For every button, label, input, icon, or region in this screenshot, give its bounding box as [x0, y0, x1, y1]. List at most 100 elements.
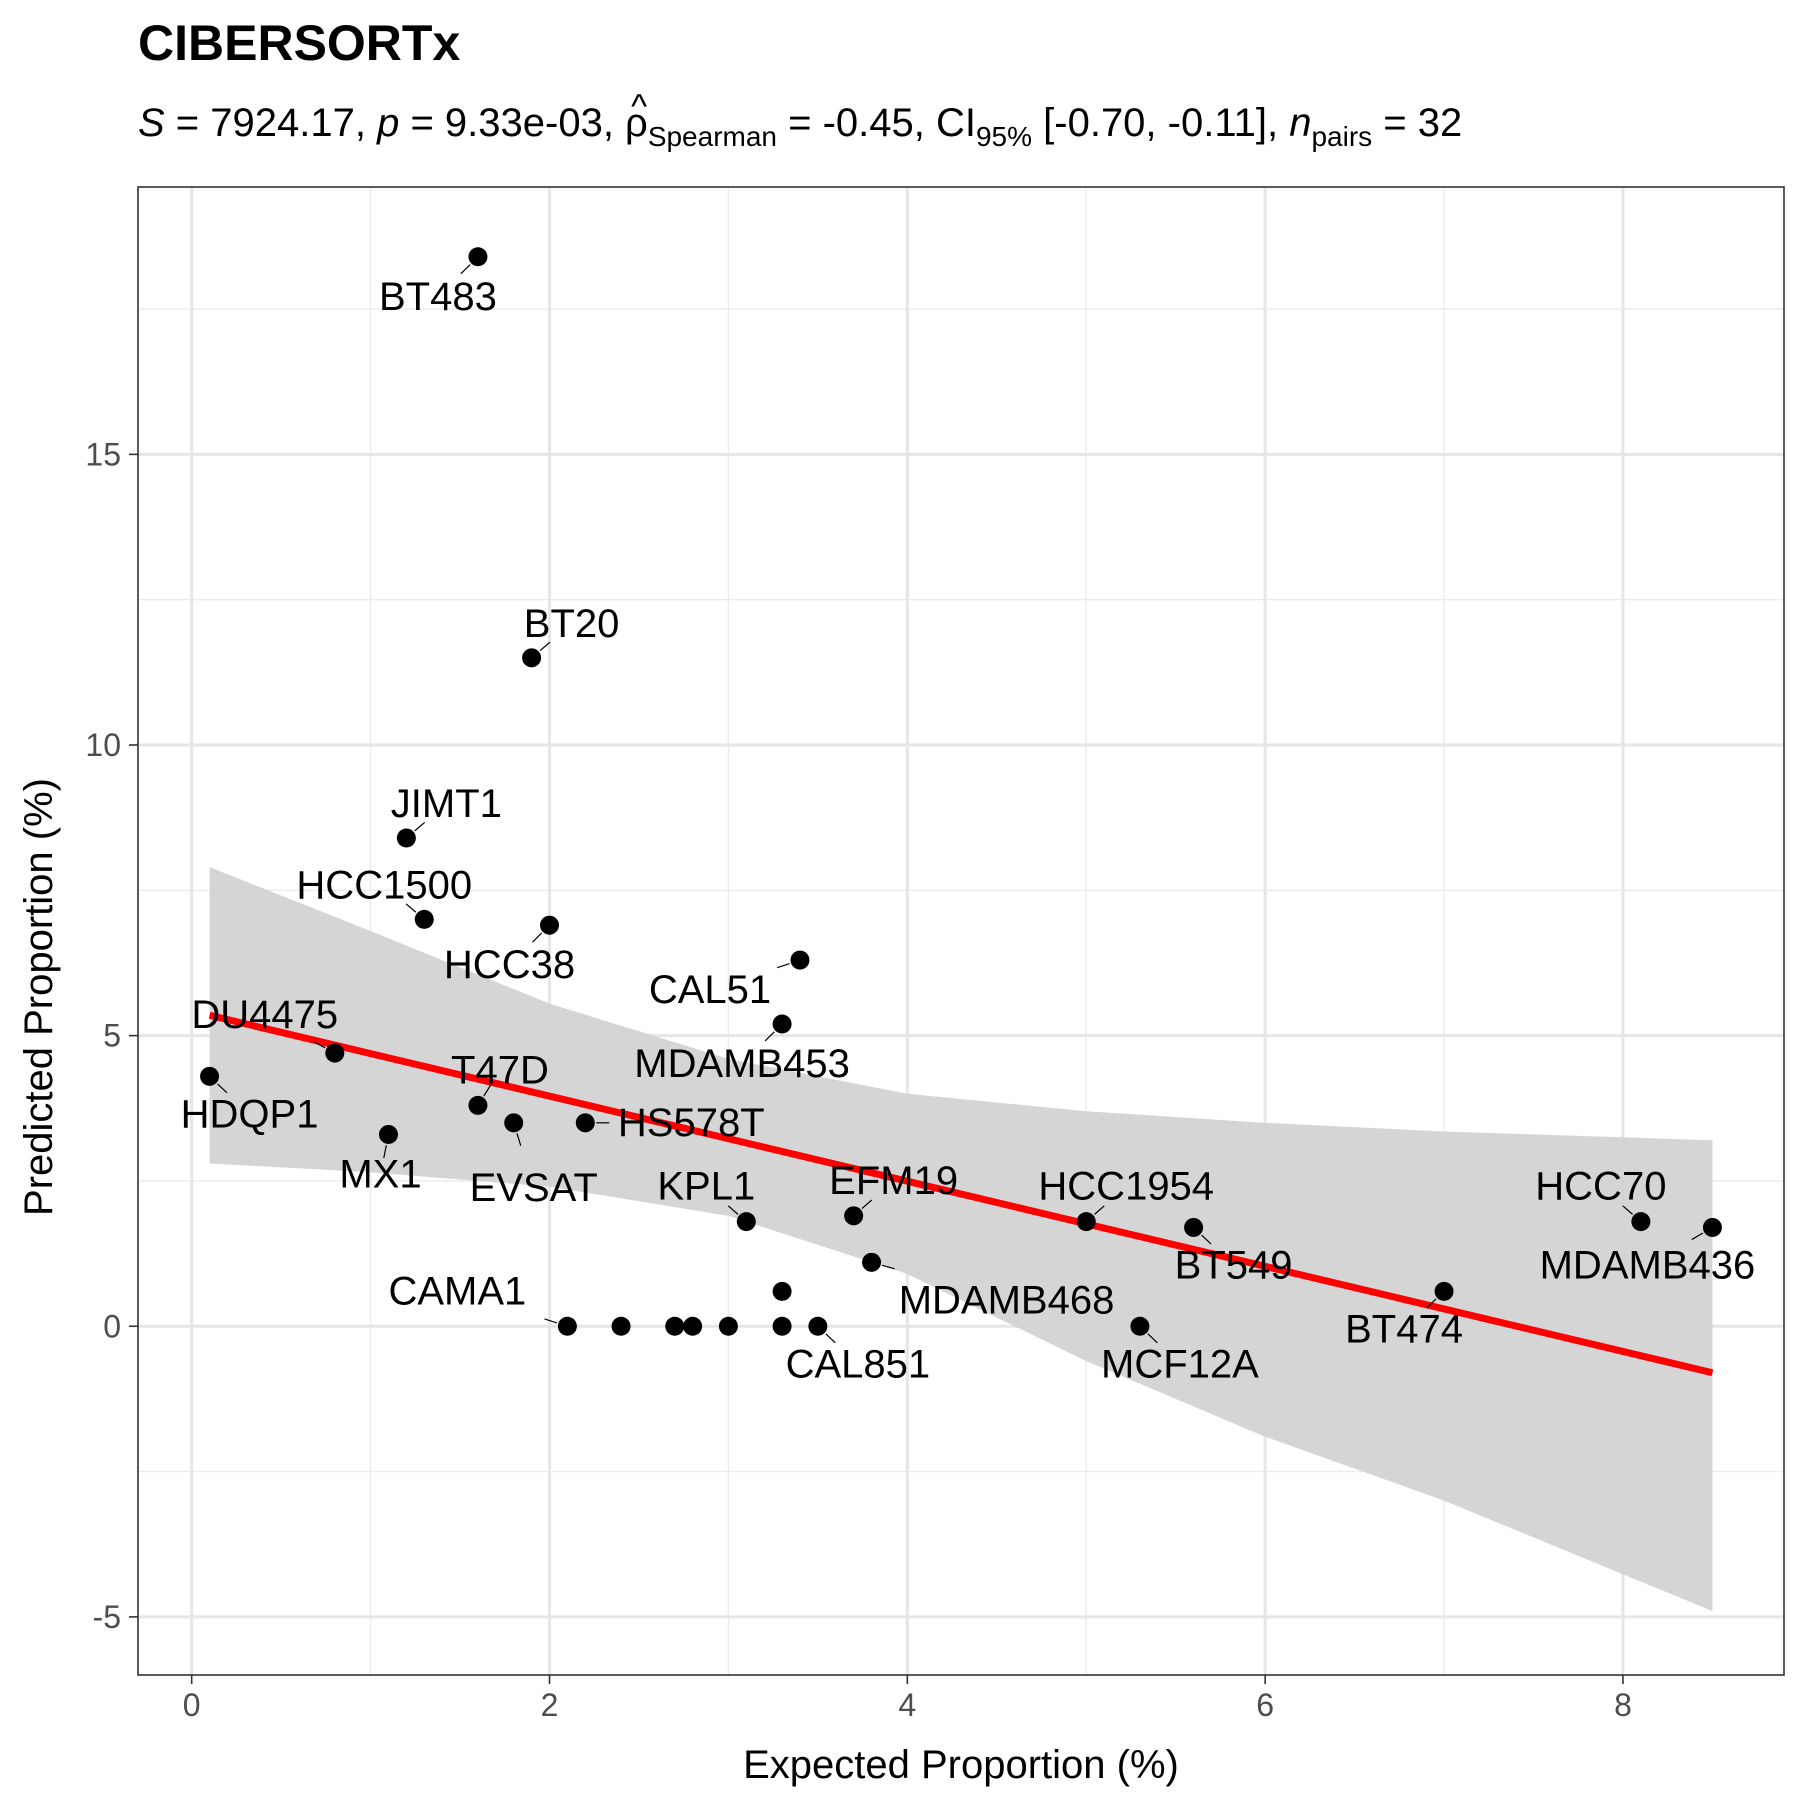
point-label: CAL51: [649, 968, 771, 1012]
point-label: HCC1954: [1038, 1165, 1214, 1209]
label-leader-line: [825, 1333, 836, 1344]
point-label: BT474: [1345, 1307, 1463, 1351]
point-label: CAL851: [786, 1342, 931, 1386]
point-label: BT20: [524, 602, 620, 646]
label-leader-line: [313, 1041, 326, 1049]
data-point: [1184, 1217, 1204, 1237]
point-label: MDAMB436: [1540, 1243, 1756, 1287]
label-leader-line: [1147, 1333, 1158, 1344]
axes: 0 2 4 6 8 -5 0 5 10 15: [85, 436, 1631, 1723]
subtitle-rho-symbol: ρ: [625, 101, 648, 145]
point-label: MDAMB468: [899, 1278, 1115, 1322]
data-point: [1130, 1316, 1150, 1336]
data-point: [575, 1113, 595, 1133]
x-tick-label: 6: [1256, 1687, 1274, 1723]
label-leaders: [217, 264, 1704, 1344]
data-point: [844, 1206, 864, 1226]
data-point: [468, 1095, 488, 1115]
label-leader-line: [1201, 1234, 1212, 1245]
data-point: [862, 1252, 882, 1272]
data-point: [540, 915, 559, 935]
point-label: HS578T: [618, 1101, 765, 1145]
data-point: [790, 950, 810, 970]
data-point: [1702, 1217, 1722, 1237]
subtitle-rho-hat: ^: [631, 88, 647, 126]
subtitle-p-value: = 9.33e-03,: [399, 101, 625, 145]
data-point: [200, 1066, 220, 1086]
label-leader-line: [460, 264, 471, 275]
y-tick-label: 15: [85, 436, 121, 472]
subtitle-s-symbol: S: [138, 101, 165, 145]
data-point: [718, 1316, 738, 1336]
label-leader-line: [1622, 1205, 1633, 1215]
data-point: [665, 1316, 685, 1336]
subtitle-rho-subscript: Spearman: [648, 121, 777, 152]
point-label: CAMA1: [388, 1269, 526, 1313]
x-tick-label: 2: [541, 1687, 559, 1723]
label-leader-line: [861, 1199, 873, 1210]
point-label: EVSAT: [470, 1166, 598, 1210]
subtitle-n-subscript: pairs: [1311, 121, 1372, 152]
label-leader-line: [544, 1318, 558, 1324]
y-tick-label: 10: [85, 727, 121, 763]
label-leader-line: [1426, 1298, 1437, 1309]
point-label: MDAMB453: [634, 1042, 850, 1086]
data-point: [1434, 1281, 1454, 1301]
subtitle-ci-value: [-0.70, -0.11],: [1032, 101, 1289, 145]
panel-border: [137, 186, 1785, 1676]
data-point: [325, 1043, 345, 1063]
data-point: [468, 247, 488, 267]
chart-title: CIBERSORTx: [138, 15, 460, 71]
point-label: MX1: [339, 1152, 421, 1196]
subtitle-n-value: = 32: [1372, 101, 1462, 145]
subtitle-rho-value: = -0.45,: [777, 101, 936, 145]
point-label: HCC38: [444, 943, 575, 987]
data-point: [736, 1212, 756, 1232]
label-leader-line: [405, 903, 417, 913]
data-point: [1076, 1212, 1096, 1232]
data-point: [1631, 1212, 1651, 1232]
subtitle-n-symbol: n: [1289, 101, 1311, 145]
chart-subtitle: S = 7924.17, p = 9.33e-03, ^ρSpearman = …: [138, 88, 1462, 152]
points: [200, 247, 1722, 1336]
regression-line: [208, 1011, 1714, 1377]
point-label: KPL1: [657, 1165, 755, 1209]
data-point: [772, 1316, 792, 1336]
subtitle-p-symbol: p: [376, 101, 399, 145]
confidence-band-layer: [209, 867, 1713, 1612]
label-leader-line: [777, 962, 790, 969]
data-point: [772, 1281, 792, 1301]
point-labels: BT483 BT20 JIMT1 HCC1500 HCC38 CAL51 MDAMB453 D…: [181, 275, 1756, 1387]
data-point: [772, 1014, 792, 1034]
point-label: HDQP1: [181, 1092, 319, 1136]
label-leader-line: [539, 641, 551, 652]
point-label: BT549: [1175, 1243, 1293, 1287]
point-label: T47D: [451, 1048, 549, 1092]
point-label: DU4475: [191, 993, 338, 1037]
data-point: [808, 1316, 828, 1336]
point-label: MCF12A: [1101, 1342, 1259, 1386]
data-point: [522, 648, 542, 668]
data-point: [611, 1316, 631, 1336]
label-leader-line: [217, 1083, 228, 1094]
y-axis-title: Predicted Proportion (%): [17, 778, 61, 1216]
label-leader-line: [414, 821, 426, 832]
point-label: JIMT1: [391, 782, 502, 826]
data-point: [557, 1316, 577, 1336]
label-leader-line: [1691, 1232, 1704, 1241]
label-leader-line: [881, 1264, 895, 1270]
fit-line-layer: [208, 1011, 1714, 1377]
data-point: [396, 828, 416, 848]
y-tick-label: 5: [103, 1018, 121, 1054]
subtitle-ci-symbol: CI: [936, 101, 976, 145]
label-leader-line: [764, 1031, 775, 1042]
x-axis-title: Expected Proportion (%): [743, 1743, 1179, 1787]
x-tick-label: 8: [1614, 1687, 1632, 1723]
data-point: [378, 1124, 398, 1144]
y-tick-label: -5: [93, 1599, 121, 1635]
x-tick-label: 4: [898, 1687, 916, 1723]
point-label: EFM19: [829, 1159, 958, 1203]
label-leader-line: [532, 932, 543, 943]
data-point: [504, 1113, 524, 1133]
